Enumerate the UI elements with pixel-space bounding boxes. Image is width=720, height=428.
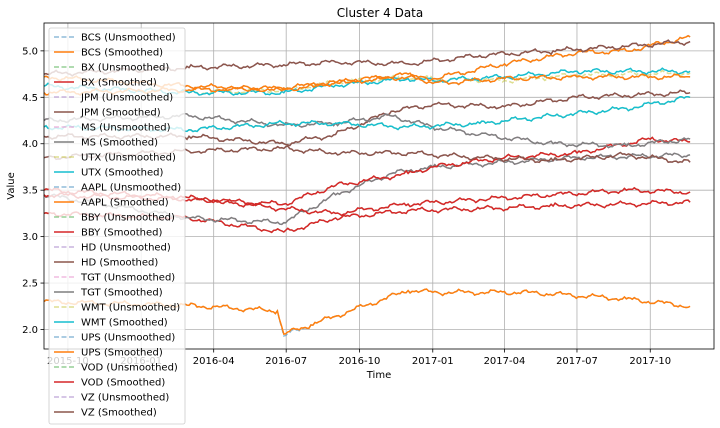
legend-entry-bcs-smoothed: BCS (Smoothed) [81,48,163,59]
legend-entry-hd-smoothed: HD (Smoothed) [81,258,158,269]
legend-entry-aapl-unsmoothed: AAPL (Unsmoothed) [81,183,181,194]
legend-box [48,27,186,425]
legend-entry-jpm-unsmoothed: JPM (Unsmoothed) [80,93,173,104]
legend-entry-ups-unsmoothed: UPS (Unsmoothed) [81,333,175,344]
legend-entry-bx-unsmoothed: BX (Unsmoothed) [81,63,169,74]
legend-entry-aapl-smoothed: AAPL (Smoothed) [81,198,169,209]
x-axis-label: Time [366,370,391,381]
x-tick-label: 2016-10 [339,356,381,367]
legend-entry-hd-unsmoothed: HD (Unsmoothed) [81,243,171,254]
legend-entry-vz-smoothed: VZ (Smoothed) [81,408,157,419]
legend-entry-ms-smoothed: MS (Smoothed) [81,138,158,149]
legend-entry-tgt-unsmoothed: TGT (Unsmoothed) [80,273,175,284]
y-tick-label: 4.0 [22,139,38,150]
legend-entry-bby-smoothed: BBY (Smoothed) [81,228,162,239]
legend-entry-ups-smoothed: UPS (Smoothed) [81,348,163,359]
legend-entry-bcs-unsmoothed: BCS (Unsmoothed) [81,33,176,44]
x-tick-label: 2017-10 [629,356,671,367]
axes-frame [43,22,715,350]
legend: BCS (Unsmoothed) BCS (Smoothed) BX (Unsmoo… [48,27,186,425]
legend-entry-jpm-smoothed: JPM (Smoothed) [80,108,161,119]
x-tick-label: 2017-04 [484,356,526,367]
x-tick-label: 2017-07 [556,356,598,367]
y-tick-label: 2.0 [22,325,38,336]
x-tick-label: 2016-07 [265,356,307,367]
x-tick-label: 2017-01 [412,356,454,367]
y-axis-label: Value [6,172,17,199]
legend-entry-vz-unsmoothed: VZ (Unsmoothed) [81,393,169,404]
legend-entry-tgt-smoothed: TGT (Smoothed) [80,288,163,299]
legend-entry-utx-smoothed: UTX (Smoothed) [81,168,163,179]
legend-entry-bby-unsmoothed: BBY (Unsmoothed) [81,213,175,224]
y-tick-label: 5.0 [22,46,38,57]
legend-entry-ms-unsmoothed: MS (Unsmoothed) [81,123,171,134]
y-tick-label: 2.5 [22,279,38,290]
y-tick-label: 3.5 [22,186,38,197]
y-tick-label: 4.5 [22,93,38,104]
legend-entry-wmt-smoothed: WMT (Smoothed) [81,318,168,329]
legend-entry-bx-smoothed: BX (Smoothed) [81,78,157,89]
legend-entry-vod-unsmoothed: VOD (Unsmoothed) [81,363,178,374]
chart-title: Cluster 4 Data [337,6,424,20]
legend-entry-wmt-unsmoothed: WMT (Unsmoothed) [81,303,180,314]
legend-entry-utx-unsmoothed: UTX (Unsmoothed) [81,153,176,164]
x-tick-label: 2016-04 [193,356,235,367]
legend-entry-vod-smoothed: VOD (Smoothed) [81,378,165,389]
y-axis: 2.0 2.5 3.0 3.5 4.0 4.5 5.0 [22,46,44,336]
y-tick-label: 3.0 [22,232,38,243]
